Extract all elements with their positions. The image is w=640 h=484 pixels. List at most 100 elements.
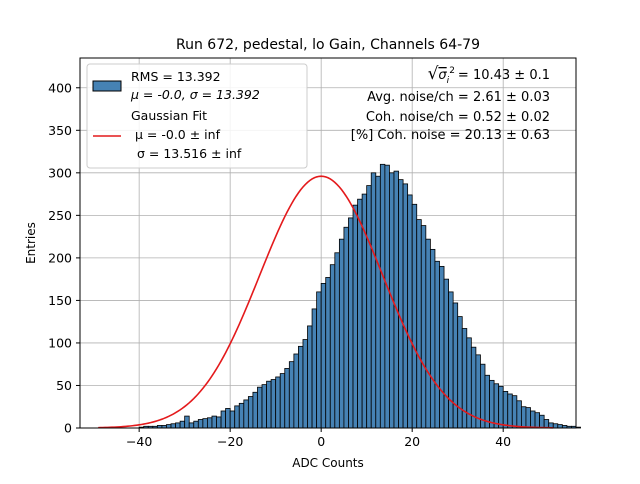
legend-fit-sigma: σ = 13.516 ± inf bbox=[137, 146, 242, 161]
histogram-bar bbox=[493, 383, 500, 429]
gaussian-fit-line bbox=[98, 175, 554, 429]
x-axis-label: ADC Counts bbox=[292, 456, 364, 470]
y-tick-label: 100 bbox=[48, 335, 72, 350]
histogram-bar bbox=[480, 363, 486, 429]
histogram-bar bbox=[407, 194, 413, 429]
y-tick-label: 350 bbox=[48, 123, 72, 138]
histogram-bar bbox=[398, 179, 404, 429]
histogram-bar bbox=[184, 415, 190, 429]
y-tick-label: 150 bbox=[48, 293, 72, 308]
histogram-bar bbox=[252, 391, 258, 429]
histogram-bar bbox=[175, 422, 181, 429]
histogram-bar bbox=[348, 217, 354, 429]
histogram-bar bbox=[520, 406, 527, 429]
x-tick-label: 20 bbox=[404, 434, 420, 449]
histogram-bar bbox=[266, 380, 272, 429]
y-tick-label: 0 bbox=[64, 421, 72, 436]
legend-fit-mean: μ = -0.0 ± inf bbox=[135, 127, 221, 142]
histogram-bar bbox=[197, 419, 204, 429]
histogram-bar bbox=[543, 419, 550, 429]
y-axis-label: Entries bbox=[24, 222, 38, 264]
annotation-coh-percent: [%] Coh. noise = 20.13 ± 0.63 bbox=[351, 128, 550, 143]
histogram-bar bbox=[434, 260, 440, 429]
annotation-coh-noise: Coh. noise/ch = 0.52 ± 0.02 bbox=[366, 110, 550, 125]
histogram-bar bbox=[275, 376, 281, 429]
histogram-bar bbox=[229, 410, 236, 429]
histogram-bar bbox=[498, 385, 504, 429]
histogram-bar bbox=[284, 368, 290, 429]
histogram-bar bbox=[484, 374, 490, 429]
histogram-bar bbox=[334, 252, 340, 429]
histogram-bar bbox=[238, 402, 245, 429]
histogram-bar bbox=[393, 170, 399, 429]
histogram-bar bbox=[220, 410, 227, 429]
histogram-bar bbox=[448, 291, 454, 429]
histogram-bar bbox=[320, 283, 327, 429]
histogram-bars bbox=[138, 163, 581, 429]
histogram-bar bbox=[166, 424, 172, 429]
histogram-bar bbox=[534, 412, 540, 429]
histogram-bar bbox=[216, 416, 222, 429]
histogram-bar bbox=[311, 308, 318, 429]
histogram-bar bbox=[288, 361, 295, 429]
histogram-bar bbox=[525, 407, 531, 429]
histogram-bar bbox=[207, 417, 213, 429]
noise-annotations: √σi2 = 10.43 ± 0.1 Avg. noise/ch = 2.61 ±… bbox=[351, 64, 550, 143]
histogram-bar bbox=[384, 164, 390, 429]
histogram-bar bbox=[357, 198, 363, 429]
histogram-bar bbox=[420, 225, 427, 429]
histogram-bar bbox=[193, 420, 199, 429]
y-tick-label: 300 bbox=[48, 165, 72, 180]
legend-fit-label: Gaussian Fit bbox=[131, 108, 207, 123]
histogram-bar bbox=[439, 265, 445, 429]
histogram-bar bbox=[507, 393, 513, 429]
y-tick-label: 50 bbox=[56, 378, 72, 393]
plot-frame bbox=[79, 57, 577, 429]
histogram-bar bbox=[338, 238, 345, 429]
histogram-bar bbox=[557, 424, 563, 429]
histogram-bar bbox=[416, 219, 422, 429]
histogram-bar bbox=[247, 396, 254, 429]
chart-title: Run 672, pedestal, lo Gain, Channels 64-… bbox=[176, 37, 480, 53]
x-tick-label: 0 bbox=[317, 434, 325, 449]
histogram-bar bbox=[489, 379, 495, 429]
histogram-bar bbox=[530, 410, 536, 429]
y-tick-label: 250 bbox=[48, 208, 72, 223]
histogram-bar bbox=[352, 204, 358, 429]
annotation-total-noise: √σi2 = 10.43 ± 0.1 bbox=[428, 64, 550, 86]
histogram-bar bbox=[211, 415, 217, 429]
histogram-bar bbox=[575, 426, 581, 429]
histogram-bar bbox=[429, 248, 436, 429]
histogram-bar bbox=[329, 264, 336, 429]
x-tick-label: −40 bbox=[126, 434, 152, 449]
histogram-bar bbox=[452, 302, 459, 429]
histogram-bar bbox=[325, 277, 331, 429]
histogram-bar bbox=[343, 226, 349, 429]
histogram-bar bbox=[370, 172, 377, 429]
histogram-bar bbox=[539, 414, 545, 429]
histogram-bar bbox=[375, 175, 381, 429]
histogram-bar bbox=[366, 185, 372, 429]
legend-box bbox=[86, 63, 308, 169]
x-tick-label: −20 bbox=[217, 434, 243, 449]
histogram-bar bbox=[443, 278, 449, 429]
histogram-bar bbox=[170, 423, 176, 429]
legend-histogram-label: RMS = 13.392 bbox=[131, 69, 221, 84]
histogram-bar bbox=[379, 163, 386, 429]
annotation-avg-noise: Avg. noise/ch = 2.61 ± 0.03 bbox=[367, 90, 550, 105]
x-axis-ticks: −40 −20 0 20 40 bbox=[126, 428, 511, 449]
histogram-bar bbox=[302, 339, 308, 429]
histogram-bar bbox=[293, 353, 299, 429]
histogram-bar bbox=[298, 345, 304, 429]
histogram-bar bbox=[257, 386, 263, 429]
histogram-bar bbox=[243, 399, 249, 429]
legend-histogram-stats: μ = -0.0, σ = 13.392 bbox=[130, 87, 260, 102]
histogram-bar bbox=[225, 408, 231, 429]
y-tick-label: 400 bbox=[48, 80, 72, 95]
histogram-bar bbox=[307, 325, 313, 429]
legend: RMS = 13.392 μ = -0.0, σ = 13.392 Gaussi… bbox=[86, 63, 308, 169]
histogram-bar bbox=[552, 423, 559, 429]
histogram-bar bbox=[261, 384, 267, 429]
